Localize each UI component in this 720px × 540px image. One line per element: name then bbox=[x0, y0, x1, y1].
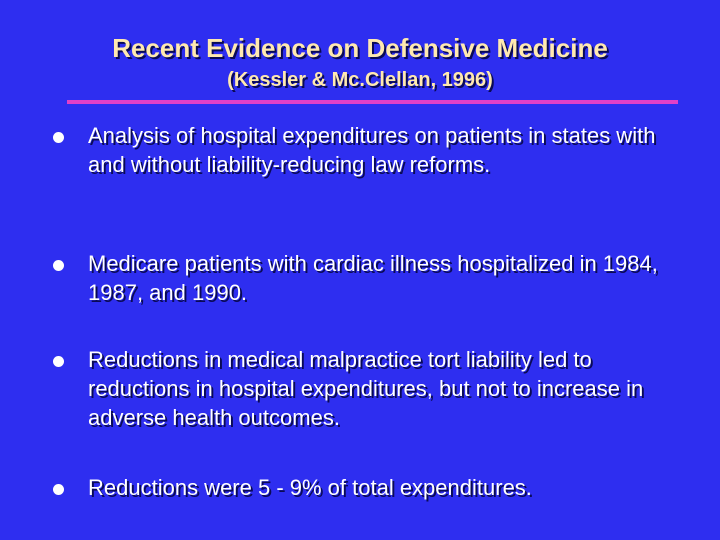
bullet-dot-icon bbox=[53, 356, 64, 367]
bullet-text: Analysis of hospital expenditures on pat… bbox=[88, 123, 656, 177]
bullet-dot-icon bbox=[53, 132, 64, 143]
title-divider bbox=[67, 100, 678, 104]
bullet-text: Reductions were 5 - 9% of total expendit… bbox=[88, 475, 532, 500]
bullet-dot-icon bbox=[53, 484, 64, 495]
slide-title: Recent Evidence on Defensive Medicine bbox=[112, 33, 608, 63]
bullet-dot-icon bbox=[53, 260, 64, 271]
bullet-text: Reductions in medical malpractice tort l… bbox=[88, 347, 644, 430]
bullet-text: Medicare patients with cardiac illness h… bbox=[88, 251, 658, 305]
slide-subtitle: (Kessler & Mc.Clellan, 1996) bbox=[227, 69, 493, 91]
